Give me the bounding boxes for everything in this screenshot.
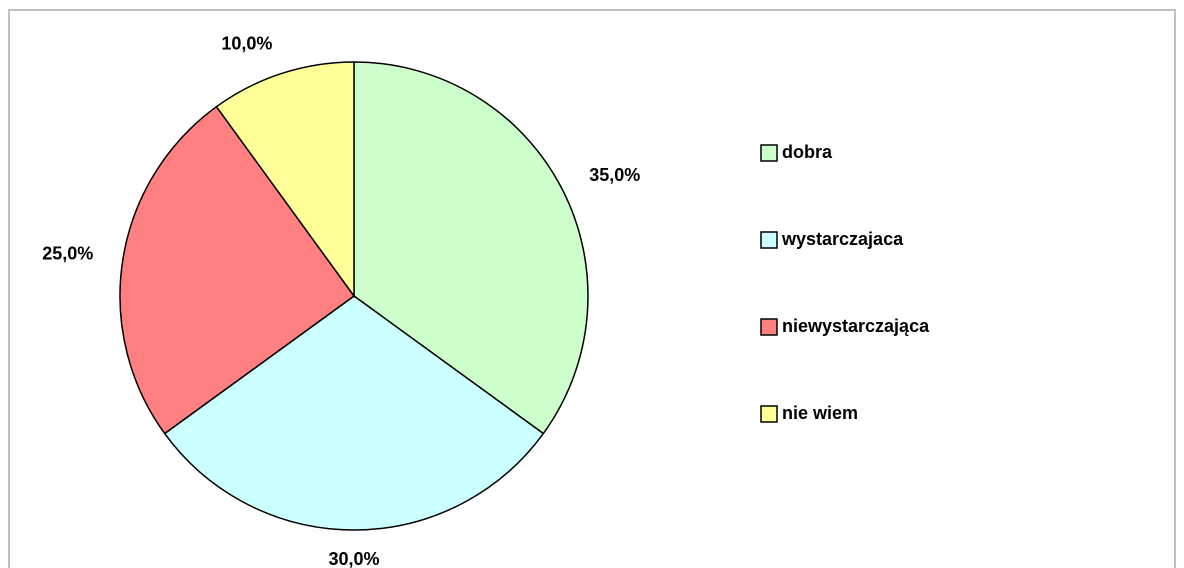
legend-label: dobra [782, 142, 833, 162]
pie-slice [353, 61, 589, 435]
legend-swatch [760, 144, 778, 162]
pie-slice [119, 105, 356, 435]
pie-slice [163, 295, 545, 531]
data-label: 30,0% [328, 549, 379, 568]
legend-label: nie wiem [782, 403, 858, 423]
legend-swatch [760, 231, 778, 249]
data-label: 10,0% [221, 34, 272, 54]
legend-label: wystarczajaca [781, 229, 904, 249]
legend-label: niewystarczająca [782, 316, 930, 336]
data-label: 25,0% [42, 243, 93, 263]
legend-swatch [760, 405, 778, 423]
pie-slice [215, 61, 355, 299]
legend-swatch [760, 318, 778, 336]
data-label: 35,0% [589, 165, 640, 185]
